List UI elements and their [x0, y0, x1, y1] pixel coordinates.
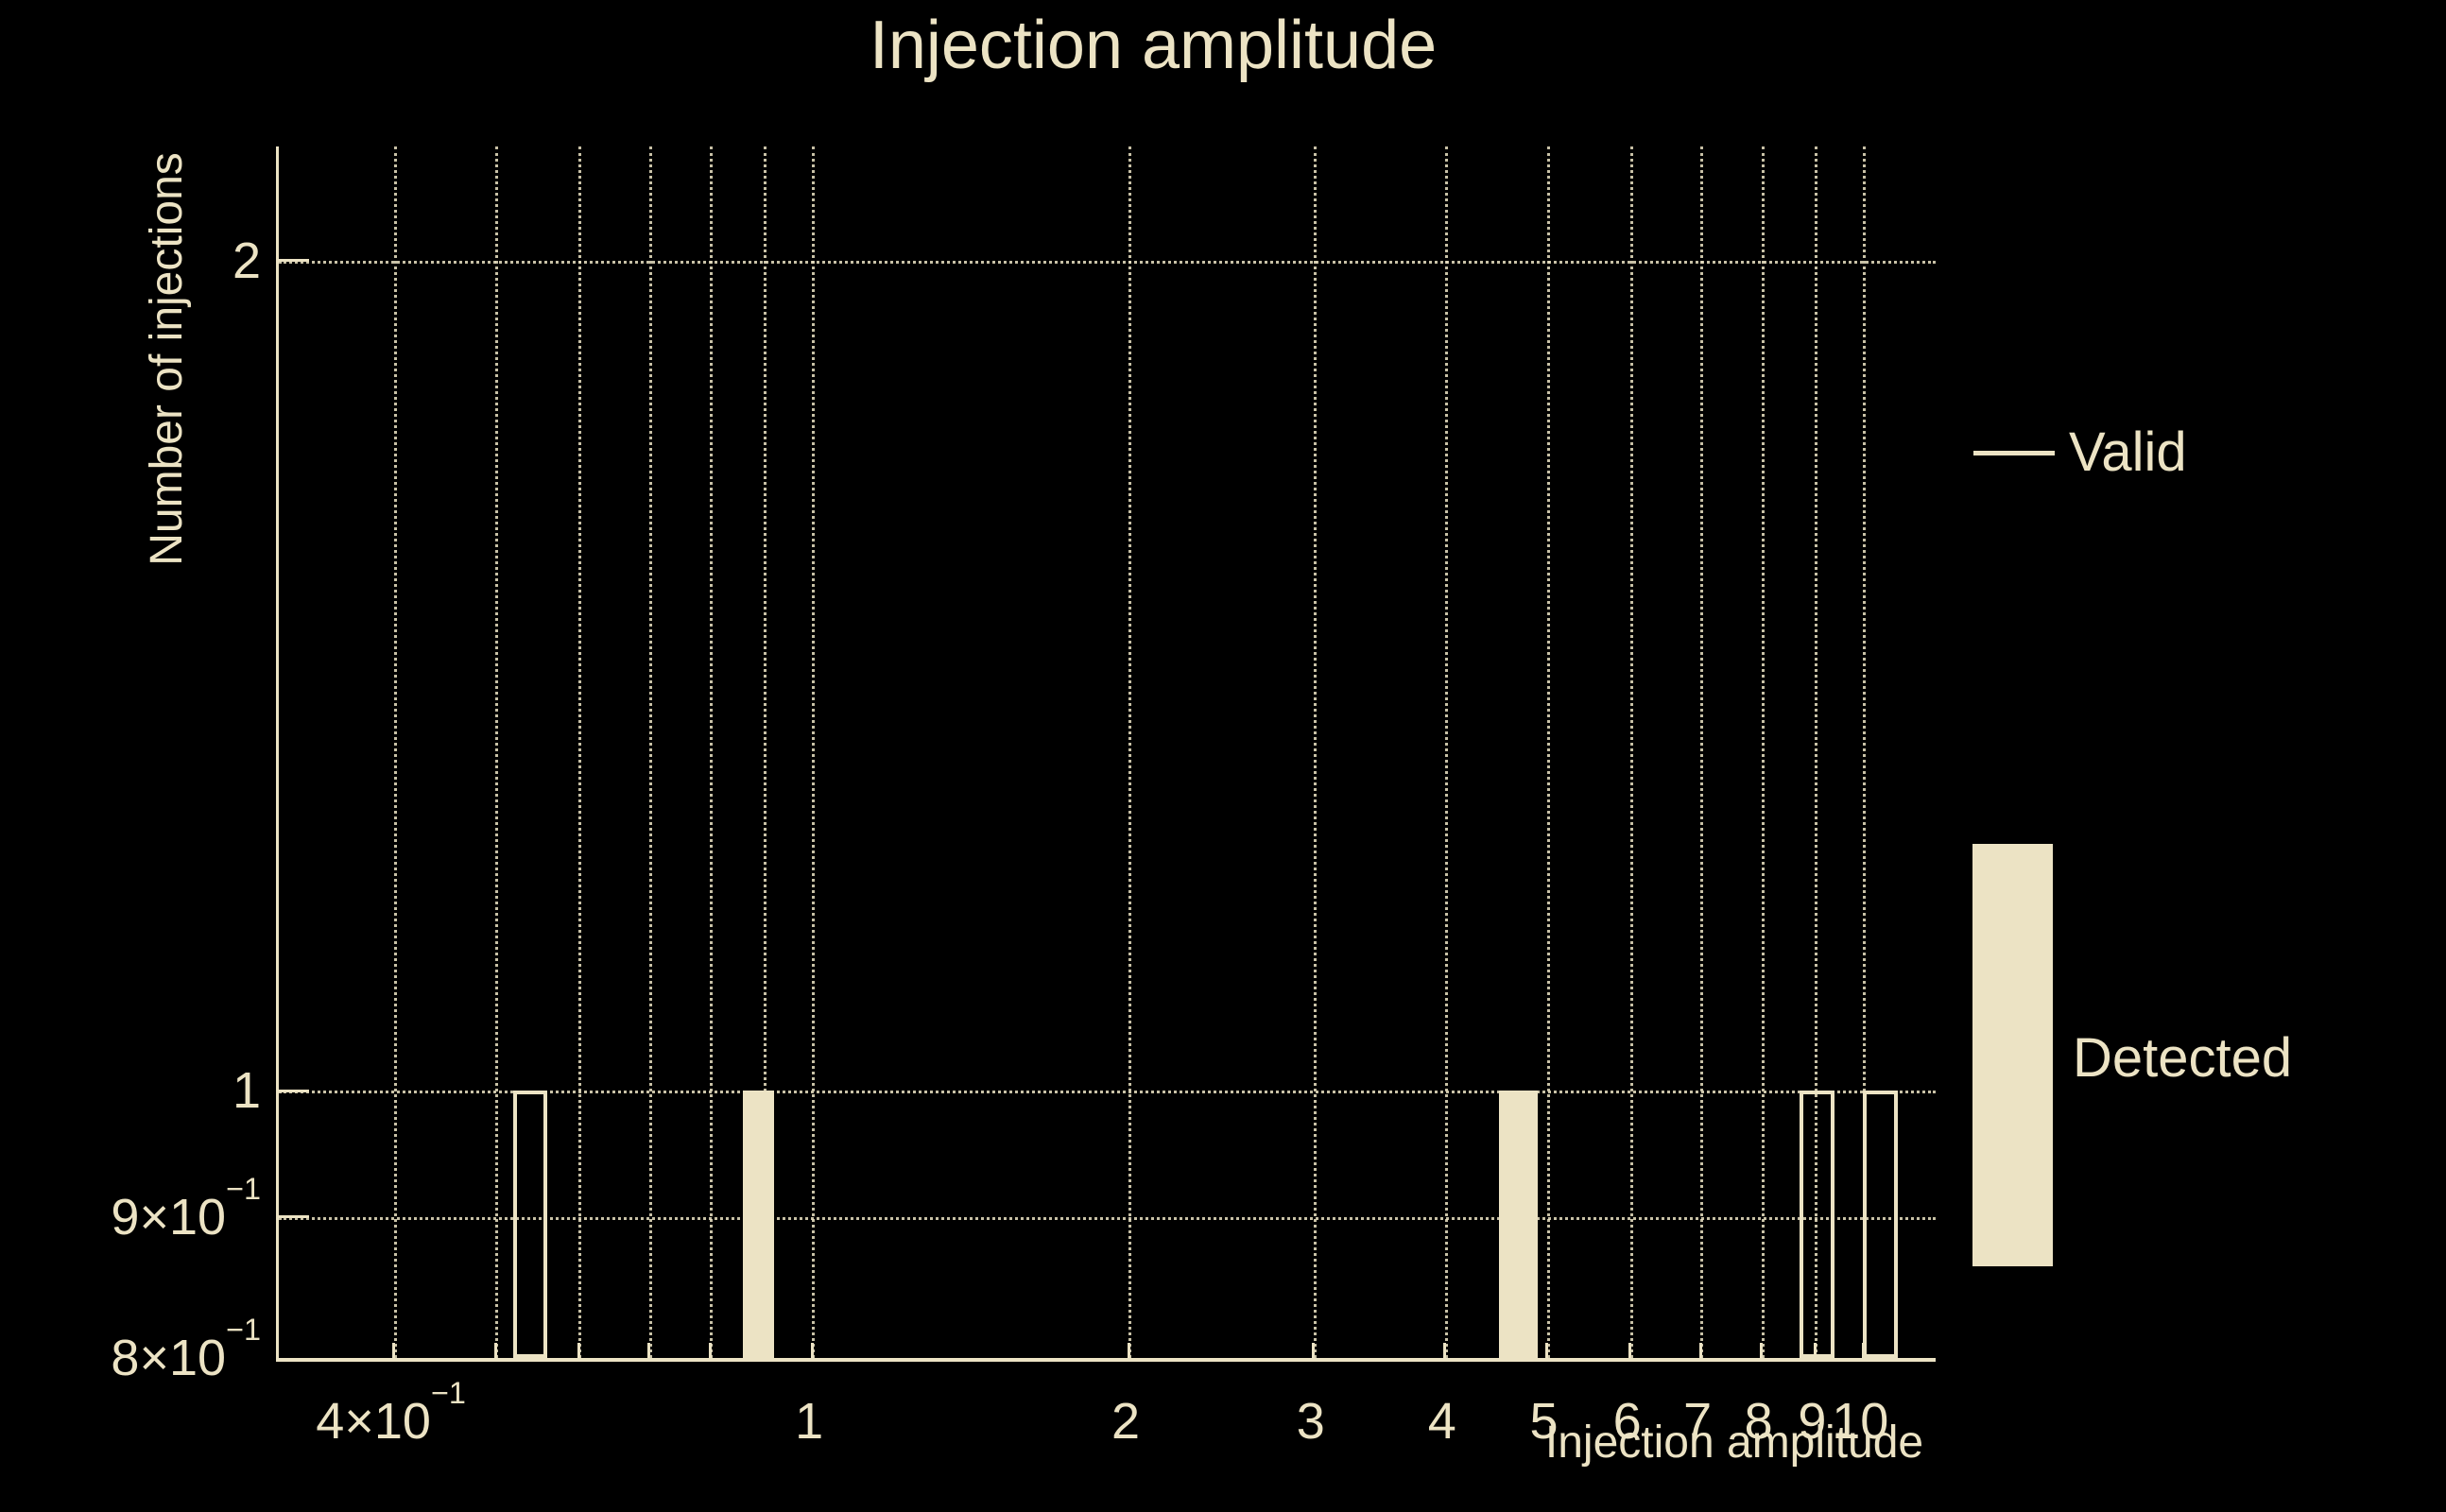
- x-tick-label: 2: [1111, 1393, 1141, 1450]
- x-axis-label: Injection amplitude: [1544, 1418, 1924, 1468]
- x-tick-mark: [1760, 1343, 1764, 1358]
- x-tick-label: 4: [1427, 1393, 1456, 1450]
- tick-exponent: −1: [430, 1376, 466, 1411]
- x-tick-mark: [1312, 1343, 1316, 1358]
- x-gridline: [1863, 146, 1867, 1358]
- x-tick-mark: [1443, 1343, 1447, 1358]
- x-tick-label: 1: [795, 1393, 824, 1450]
- x-gridline: [1700, 146, 1704, 1358]
- y-tick-mark: [279, 1215, 309, 1219]
- x-tick-mark: [577, 1343, 580, 1358]
- x-tick-mark: [810, 1343, 814, 1358]
- x-gridline: [1546, 146, 1550, 1358]
- x-gridline: [578, 146, 582, 1358]
- x-tick-label: 4×10−1: [316, 1376, 466, 1450]
- y-tick-label: 2: [232, 232, 261, 289]
- legend-label-detected: Detected: [2073, 1027, 2293, 1089]
- tick-exponent: −1: [226, 1313, 261, 1348]
- x-gridline: [1313, 146, 1317, 1358]
- x-gridline: [495, 146, 499, 1358]
- x-gridline: [1761, 146, 1765, 1358]
- histogram-bar-detected: [1498, 1091, 1538, 1358]
- x-gridline: [393, 146, 397, 1358]
- x-tick-mark: [1813, 1343, 1817, 1358]
- x-gridline: [1815, 146, 1818, 1358]
- histogram-bar-valid: [1863, 1091, 1899, 1358]
- x-gridline: [764, 146, 767, 1358]
- x-gridline: [1629, 146, 1633, 1358]
- legend-label-valid: Valid: [2069, 421, 2187, 483]
- histogram-bar-detected: [743, 1091, 774, 1358]
- x-tick-label: 10: [1832, 1393, 1889, 1450]
- histogram-bar-valid: [513, 1091, 548, 1358]
- histogram-bar-valid: [1800, 1091, 1835, 1358]
- x-tick-mark: [1628, 1343, 1632, 1358]
- x-tick-mark: [493, 1343, 497, 1358]
- x-tick-mark: [1545, 1343, 1548, 1358]
- chart-title: Injection amplitude: [869, 8, 1438, 83]
- x-tick-mark: [1127, 1343, 1130, 1358]
- x-tick-label: 3: [1296, 1393, 1325, 1450]
- y-gridline: [279, 1216, 1936, 1220]
- x-tick-label: 6: [1612, 1393, 1642, 1450]
- x-tick-mark: [392, 1343, 396, 1358]
- y-tick-label: 9×10−1: [111, 1171, 261, 1246]
- plot-area: [276, 146, 1936, 1362]
- tick-exponent: −1: [226, 1171, 261, 1206]
- legend-line-sample-valid: [1973, 451, 2055, 455]
- x-gridline: [1128, 146, 1131, 1358]
- y-tick-mark: [279, 259, 309, 263]
- x-tick-label: 7: [1683, 1393, 1713, 1450]
- x-tick-label: 8: [1744, 1393, 1773, 1450]
- x-gridline: [710, 146, 714, 1358]
- x-tick-mark: [647, 1343, 651, 1358]
- y-gridline: [279, 1091, 1936, 1094]
- x-gridline: [648, 146, 652, 1358]
- x-tick-mark: [708, 1343, 712, 1358]
- x-tick-label: 5: [1529, 1393, 1559, 1450]
- y-axis-label: Number of injections: [142, 152, 192, 566]
- x-tick-label: 9: [1798, 1393, 1827, 1450]
- y-tick-label: 8×10−1: [111, 1313, 261, 1386]
- x-gridline: [812, 146, 816, 1358]
- y-gridline: [279, 260, 1936, 264]
- x-tick-mark: [1698, 1343, 1702, 1358]
- y-tick-label: 1: [232, 1062, 261, 1120]
- y-tick-mark: [279, 1089, 309, 1092]
- x-gridline: [1444, 146, 1448, 1358]
- legend-patch-sample-detected: [1972, 844, 2053, 1266]
